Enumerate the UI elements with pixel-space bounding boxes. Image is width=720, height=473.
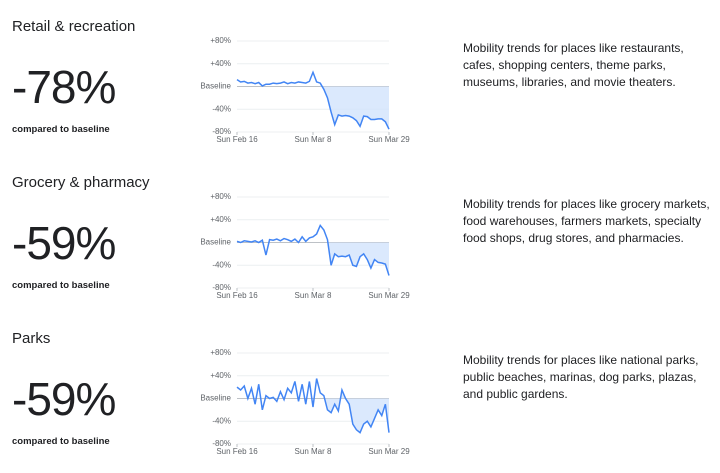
section: Grocery & pharmacy -59% compared to baseli… [0,156,720,312]
y-tick-label: -80% [212,127,231,136]
shaded-area [320,83,389,130]
caption: compared to baseline [12,280,110,291]
y-tick-label: Baseline [200,238,231,247]
y-tick-label: -40% [212,260,231,269]
chart: -80% -40% Baseline +40% +80% Sun Feb 16 Sun Ma… [200,36,410,144]
section-title: Parks [12,330,51,347]
y-tick-label: Baseline [200,394,231,403]
y-tick-label: +40% [210,59,231,68]
section-title: Grocery & pharmacy [12,174,150,191]
x-tick-label: Sun Mar 8 [295,135,332,144]
y-tick-label: +40% [210,371,231,380]
chart: -80% -40% Baseline +40% +80% Sun Feb 16 Sun Ma… [200,348,410,456]
section: Parks -59% compared to baseline Mobility tr… [0,312,720,468]
y-tick-label: -80% [212,283,231,292]
x-tick-label: Sun Mar 29 [368,447,410,456]
section-title: Retail & recreation [12,18,136,35]
y-tick-label: -80% [212,439,231,448]
y-tick-label: -40% [212,416,231,425]
x-tick-label: Sun Feb 16 [216,447,258,456]
y-tick-label: +80% [210,36,231,45]
x-tick-label: Sun Mar 29 [368,291,410,300]
caption: compared to baseline [12,436,110,447]
y-tick-label: Baseline [200,82,231,91]
description: Mobility trends for places like national… [463,353,699,401]
change-value: -78% [12,61,116,113]
x-tick-label: Sun Feb 16 [216,135,258,144]
y-tick-label: +80% [210,192,231,201]
section: Retail & recreation -78% compared to basel… [0,0,720,156]
trend-line [236,223,390,276]
trend-line [236,378,390,434]
shaded-area [327,239,389,276]
x-tick-label: Sun Mar 8 [295,291,332,300]
change-value: -59% [12,217,116,269]
description: Mobility trends for places like restaura… [463,41,684,89]
trend-line [236,70,390,130]
y-tick-label: -40% [212,104,231,113]
description: Mobility trends for places like grocery … [463,197,710,245]
change-value: -59% [12,373,116,425]
y-tick-label: +40% [210,215,231,224]
x-tick-label: Sun Mar 29 [368,135,410,144]
y-tick-label: +80% [210,348,231,357]
chart: -80% -40% Baseline +40% +80% Sun Feb 16 Sun Ma… [200,192,410,300]
x-tick-label: Sun Mar 8 [295,447,332,456]
x-tick-label: Sun Feb 16 [216,291,258,300]
caption: compared to baseline [12,124,110,135]
